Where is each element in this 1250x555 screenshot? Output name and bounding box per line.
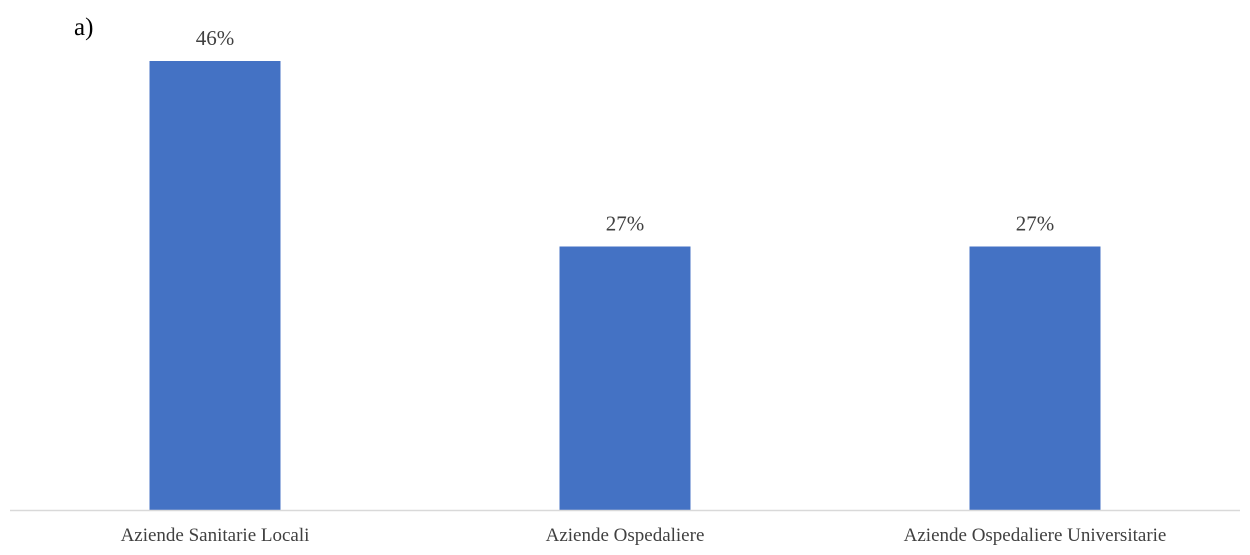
- category-label: Aziende Sanitarie Locali: [121, 525, 310, 546]
- data-label: 27%: [606, 212, 645, 236]
- bar: [149, 61, 281, 510]
- bar: [969, 246, 1101, 510]
- bar: [559, 246, 691, 510]
- panel-label: a): [74, 14, 94, 41]
- category-label: Aziende Ospedaliere Universitarie: [904, 525, 1167, 546]
- data-label: 27%: [1016, 212, 1055, 236]
- data-label: 46%: [196, 26, 235, 50]
- category-label: Aziende Ospedaliere: [546, 525, 705, 546]
